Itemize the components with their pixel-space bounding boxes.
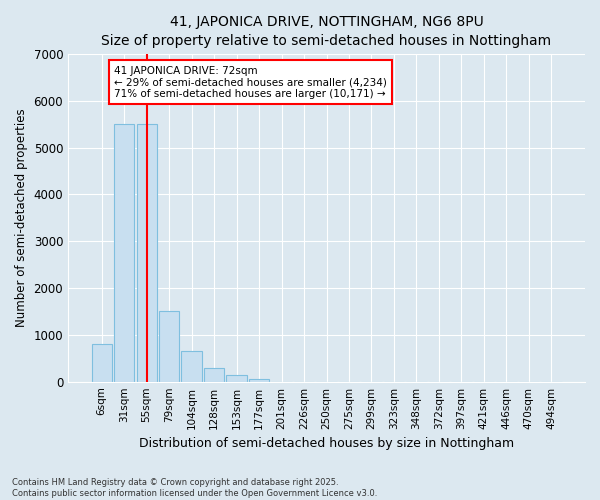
Title: 41, JAPONICA DRIVE, NOTTINGHAM, NG6 8PU
Size of property relative to semi-detach: 41, JAPONICA DRIVE, NOTTINGHAM, NG6 8PU … [101,15,551,48]
Y-axis label: Number of semi-detached properties: Number of semi-detached properties [15,108,28,327]
Text: 41 JAPONICA DRIVE: 72sqm
← 29% of semi-detached houses are smaller (4,234)
71% o: 41 JAPONICA DRIVE: 72sqm ← 29% of semi-d… [114,66,387,98]
Bar [249,380,269,382]
X-axis label: Distribution of semi-detached houses by size in Nottingham: Distribution of semi-detached houses by … [139,437,514,450]
Bar [137,124,157,382]
Bar [181,351,202,382]
Text: Contains HM Land Registry data © Crown copyright and database right 2025.
Contai: Contains HM Land Registry data © Crown c… [12,478,377,498]
Bar [92,344,112,382]
Bar [159,312,179,382]
Bar [204,368,224,382]
Bar [114,124,134,382]
Bar [226,374,247,382]
